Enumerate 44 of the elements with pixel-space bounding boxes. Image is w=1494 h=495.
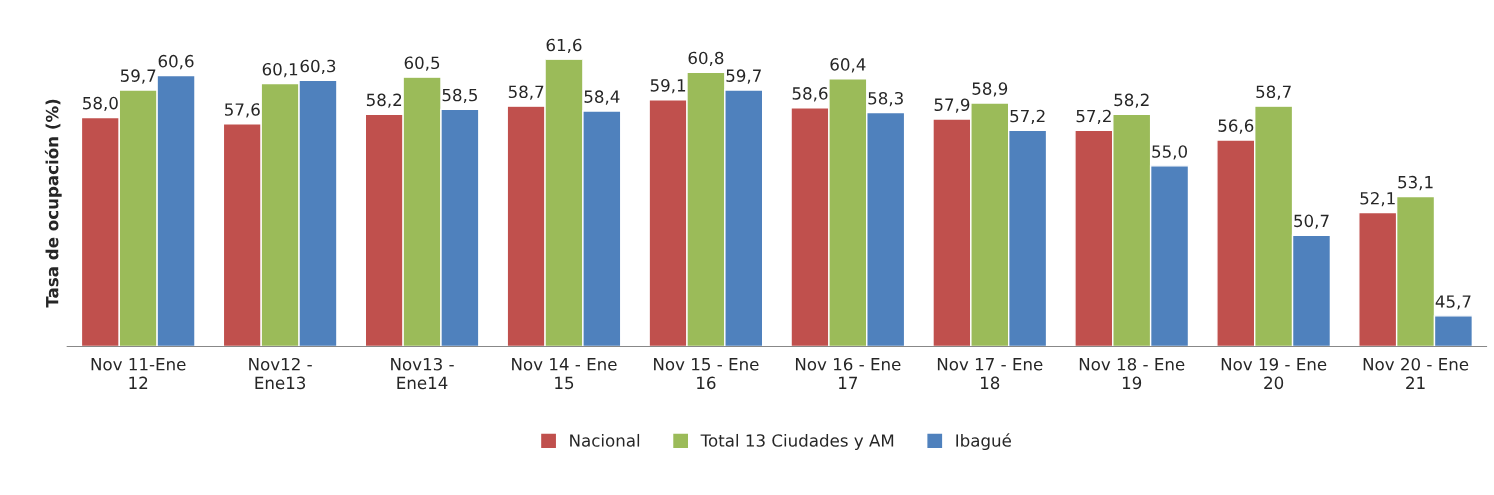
data-label: 60,4 — [830, 58, 866, 73]
x-tick-label: Nov 16 - Ene 17 — [795, 357, 901, 389]
data-label: 58,7 — [1256, 85, 1291, 100]
data-label: 57,6 — [225, 103, 260, 118]
data-label: 59,1 — [650, 79, 686, 94]
data-label: 55,0 — [1152, 145, 1187, 160]
legend-label: Ibagué — [956, 433, 1011, 451]
data-label: 57,9 — [934, 98, 970, 113]
data-label: 58,3 — [868, 91, 903, 107]
x-tick-label: Nov 15 - Ene 16 — [654, 358, 759, 390]
data-label: 58,6 — [792, 87, 828, 102]
data-label: 58,7 — [508, 85, 544, 100]
data-label: 58,4 — [584, 90, 620, 105]
x-tick-label: Nov 19 - Ene 20 — [1221, 357, 1327, 390]
y-axis-title: Tasa de ocupación (%) — [44, 99, 62, 308]
data-label: 58,0 — [83, 96, 118, 112]
data-label: 52,1 — [1360, 191, 1395, 207]
x-tick-label: Nov 17 - Ene 18 — [937, 358, 1043, 390]
data-label: 60,8 — [688, 51, 724, 66]
data-label: 59,7 — [726, 69, 761, 84]
x-tick-label: Nov 18 - Ene 19 — [1079, 357, 1185, 390]
x-tick-label: Nov13 - Ene14 — [391, 357, 454, 390]
x-tick-label: Nov12 - Ene13 — [249, 357, 312, 390]
data-label: 58,9 — [972, 82, 1008, 97]
legend-label: Nacional — [570, 433, 640, 447]
data-label: 60,3 — [300, 59, 336, 74]
data-label: 60,6 — [158, 54, 194, 70]
data-label: 45,7 — [1435, 295, 1471, 310]
data-label: 50,7 — [1294, 214, 1329, 229]
data-label: 56,6 — [1218, 119, 1254, 134]
data-label: 58,2 — [366, 93, 402, 108]
x-tick-label: Nov 20 - Ene 21 — [1363, 357, 1469, 389]
data-label: 53,1 — [1398, 175, 1433, 191]
data-label: 57,2 — [1076, 109, 1111, 124]
x-tick-label: Nov 11-Ene 12 — [91, 358, 186, 389]
legend-label: Total 13 Ciudades y AM — [700, 433, 894, 451]
data-label: 59,7 — [120, 69, 156, 84]
data-label: 57,2 — [1010, 109, 1045, 124]
data-label: 61,6 — [546, 38, 582, 54]
data-label: 60,5 — [404, 56, 440, 71]
data-label: 58,2 — [1114, 93, 1149, 108]
data-label: 58,5 — [442, 88, 477, 104]
x-tick-label: Nov 14 - Ene 15 — [512, 358, 617, 390]
data-label: 60,1 — [262, 62, 298, 78]
